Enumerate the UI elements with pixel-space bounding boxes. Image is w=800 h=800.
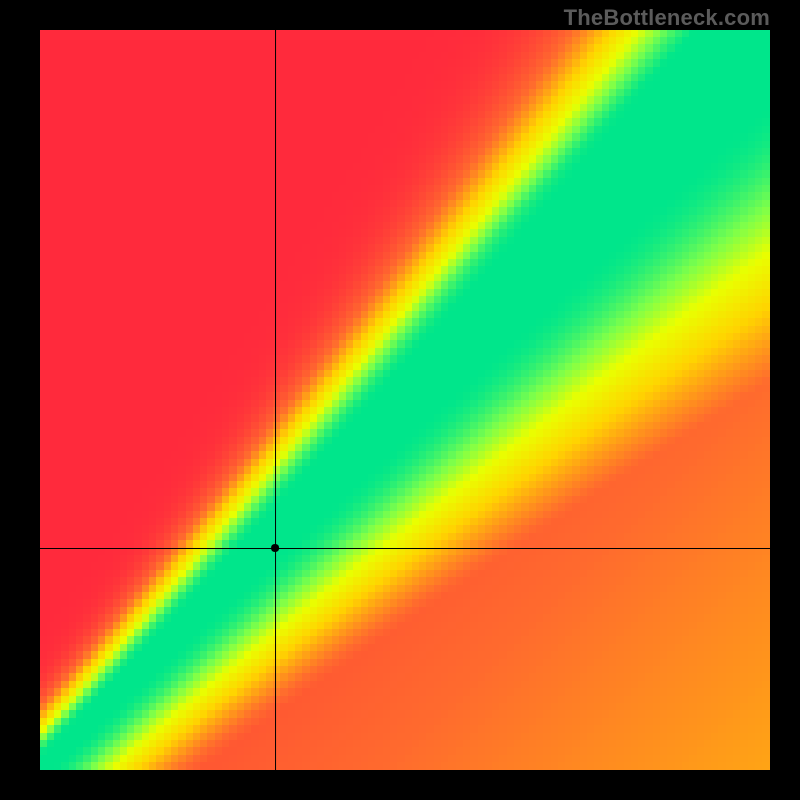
heatmap-canvas	[40, 30, 770, 770]
heatmap-plot	[40, 30, 770, 770]
attribution-label: TheBottleneck.com	[564, 5, 770, 31]
